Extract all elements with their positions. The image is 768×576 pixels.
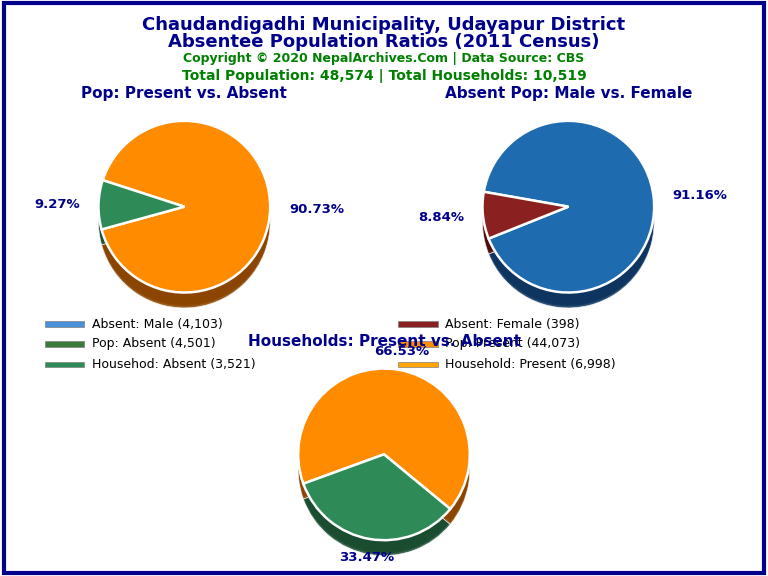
Wedge shape [303, 468, 450, 554]
Wedge shape [303, 465, 450, 551]
Text: Chaudandigadhi Municipality, Udayapur District: Chaudandigadhi Municipality, Udayapur Di… [142, 16, 626, 34]
Wedge shape [303, 461, 450, 547]
Bar [399, 321, 439, 327]
Title: Households: Present vs. Absent: Households: Present vs. Absent [247, 334, 521, 349]
Wedge shape [484, 135, 654, 306]
Wedge shape [303, 454, 450, 540]
Wedge shape [303, 467, 450, 552]
Wedge shape [101, 132, 270, 304]
Wedge shape [101, 130, 270, 302]
Bar [45, 341, 84, 347]
Wedge shape [298, 378, 470, 518]
Wedge shape [303, 459, 450, 545]
Wedge shape [98, 185, 184, 234]
Wedge shape [303, 470, 450, 556]
Wedge shape [482, 203, 568, 249]
Wedge shape [98, 183, 184, 233]
Wedge shape [298, 382, 470, 523]
Wedge shape [484, 124, 654, 295]
Wedge shape [98, 194, 184, 243]
Wedge shape [101, 122, 270, 294]
Wedge shape [298, 380, 470, 520]
Bar [399, 362, 439, 367]
Wedge shape [484, 132, 654, 304]
Text: 91.16%: 91.16% [673, 190, 727, 202]
Text: Absent: Female (398): Absent: Female (398) [445, 318, 580, 331]
Wedge shape [482, 192, 568, 238]
Wedge shape [303, 457, 450, 543]
Wedge shape [101, 135, 270, 306]
Wedge shape [101, 128, 270, 300]
Wedge shape [484, 137, 654, 308]
Wedge shape [298, 369, 470, 509]
Wedge shape [298, 375, 470, 515]
Wedge shape [101, 126, 270, 297]
Wedge shape [298, 381, 470, 521]
Wedge shape [482, 198, 568, 245]
Wedge shape [98, 190, 184, 238]
Text: Copyright © 2020 NepalArchives.Com | Data Source: CBS: Copyright © 2020 NepalArchives.Com | Dat… [184, 52, 584, 65]
Text: 66.53%: 66.53% [374, 344, 429, 358]
Wedge shape [482, 199, 568, 247]
Text: Absentee Population Ratios (2011 Census): Absentee Population Ratios (2011 Census) [168, 33, 600, 51]
Title: Pop: Present vs. Absent: Pop: Present vs. Absent [81, 86, 287, 101]
Bar [45, 321, 84, 327]
Wedge shape [482, 206, 568, 252]
Wedge shape [482, 204, 568, 251]
Wedge shape [482, 201, 568, 248]
Wedge shape [101, 124, 270, 295]
Wedge shape [98, 181, 184, 231]
Text: Pop: Present (44,073): Pop: Present (44,073) [445, 338, 581, 350]
Wedge shape [98, 187, 184, 236]
Wedge shape [303, 456, 450, 542]
Wedge shape [101, 137, 270, 308]
Wedge shape [98, 192, 184, 242]
Wedge shape [484, 127, 654, 299]
Wedge shape [482, 195, 568, 242]
Bar [399, 341, 439, 347]
Wedge shape [303, 462, 450, 548]
Text: 8.84%: 8.84% [418, 211, 464, 224]
Wedge shape [298, 376, 470, 517]
Wedge shape [482, 194, 568, 240]
Text: Pop: Absent (4,501): Pop: Absent (4,501) [91, 338, 215, 350]
Wedge shape [101, 127, 270, 299]
Bar [45, 362, 84, 367]
Wedge shape [484, 121, 654, 293]
Wedge shape [298, 370, 470, 510]
Wedge shape [298, 384, 470, 524]
Text: Total Population: 48,574 | Total Households: 10,519: Total Population: 48,574 | Total Househo… [181, 69, 587, 83]
Wedge shape [298, 372, 470, 512]
Wedge shape [484, 122, 654, 294]
Wedge shape [484, 126, 654, 297]
Wedge shape [484, 128, 654, 300]
Title: Absent Pop: Male vs. Female: Absent Pop: Male vs. Female [445, 86, 692, 101]
Wedge shape [484, 130, 654, 302]
Wedge shape [98, 191, 184, 240]
Text: Absent: Male (4,103): Absent: Male (4,103) [91, 318, 223, 331]
Wedge shape [482, 196, 568, 243]
Text: 90.73%: 90.73% [289, 203, 344, 215]
Wedge shape [303, 464, 450, 550]
Text: Househod: Absent (3,521): Househod: Absent (3,521) [91, 358, 255, 371]
Text: 33.47%: 33.47% [339, 551, 394, 564]
Wedge shape [101, 133, 270, 305]
Wedge shape [298, 373, 470, 514]
Wedge shape [98, 188, 184, 237]
Wedge shape [484, 133, 654, 305]
Wedge shape [98, 196, 184, 245]
Wedge shape [98, 180, 184, 229]
Text: Household: Present (6,998): Household: Present (6,998) [445, 358, 616, 371]
Wedge shape [101, 121, 270, 293]
Text: 9.27%: 9.27% [34, 198, 80, 211]
Wedge shape [482, 207, 568, 254]
